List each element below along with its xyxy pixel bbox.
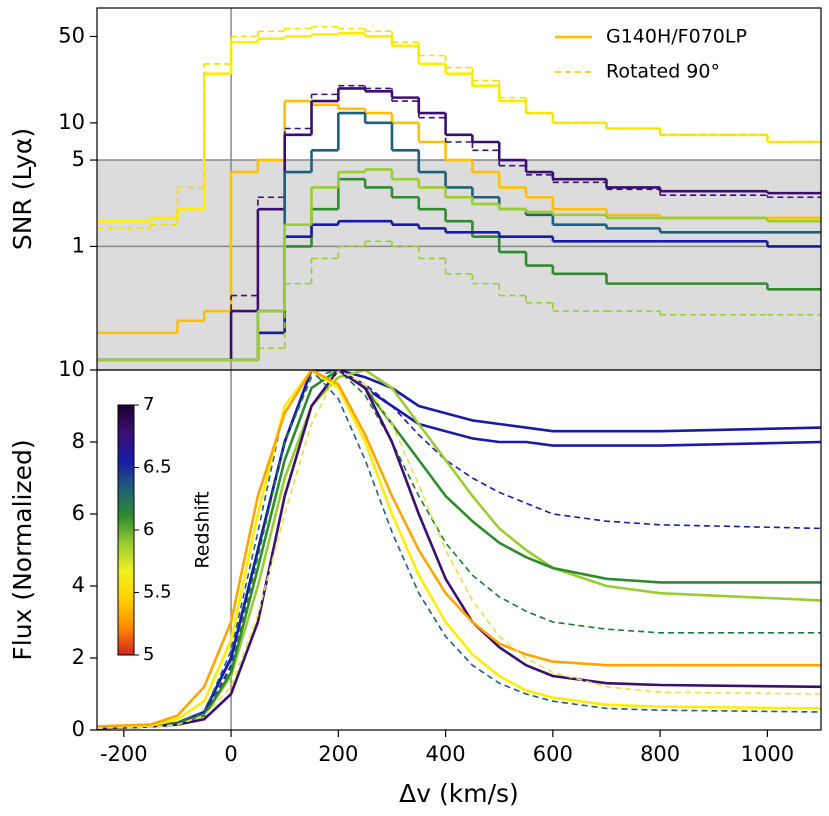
x-tick-label: 600 <box>533 742 573 766</box>
flux-line <box>97 370 821 730</box>
axes-frame <box>96 369 822 731</box>
y-tick-label: 0 <box>72 717 85 741</box>
colorbar-tick-label: 5.5 <box>143 582 172 603</box>
flux-line <box>97 370 821 730</box>
y-tick-label: 5 <box>72 147 85 171</box>
colorbar-tick-label: 6 <box>143 519 154 540</box>
x-tick-label: 0 <box>224 742 237 766</box>
colorbar-tick-label: 7 <box>143 394 154 415</box>
flux-line <box>97 370 821 729</box>
y-tick-label: 10 <box>58 110 85 134</box>
flux-line <box>97 370 821 730</box>
flux-line <box>97 370 821 729</box>
colorbar-label: Redshift <box>192 491 214 568</box>
y-tick-label: 10 <box>58 357 85 381</box>
flux-line <box>97 370 821 728</box>
y-tick-label: 6 <box>72 501 85 525</box>
y-tick-label: 4 <box>72 573 85 597</box>
legend-label: Rotated 90° <box>606 61 720 83</box>
y-tick-label: 1 <box>72 233 85 257</box>
y-axis-label: SNR (Lyα) <box>8 128 37 250</box>
y-axis-label: Flux (Normalized) <box>8 439 37 660</box>
colorbar-tick-label: 5 <box>143 644 154 665</box>
flux-line <box>97 370 821 729</box>
legend-label: G140H/F070LP <box>606 26 747 48</box>
x-tick-label: 800 <box>640 742 680 766</box>
flux-line <box>97 370 821 728</box>
plot-area <box>97 370 821 730</box>
x-tick-label: 1000 <box>741 742 794 766</box>
x-tick-label: -200 <box>100 742 148 766</box>
colorbar <box>117 404 135 656</box>
x-tick-label: 200 <box>318 742 358 766</box>
y-tick-label: 2 <box>72 645 85 669</box>
plot-area <box>97 8 821 370</box>
y-tick-label: 8 <box>72 429 85 453</box>
colorbar-tick-label: 6.5 <box>143 457 172 478</box>
y-tick-label: 50 <box>58 23 85 47</box>
x-tick-label: 400 <box>426 742 466 766</box>
x-axis-label: Δv (km/s) <box>399 779 519 808</box>
